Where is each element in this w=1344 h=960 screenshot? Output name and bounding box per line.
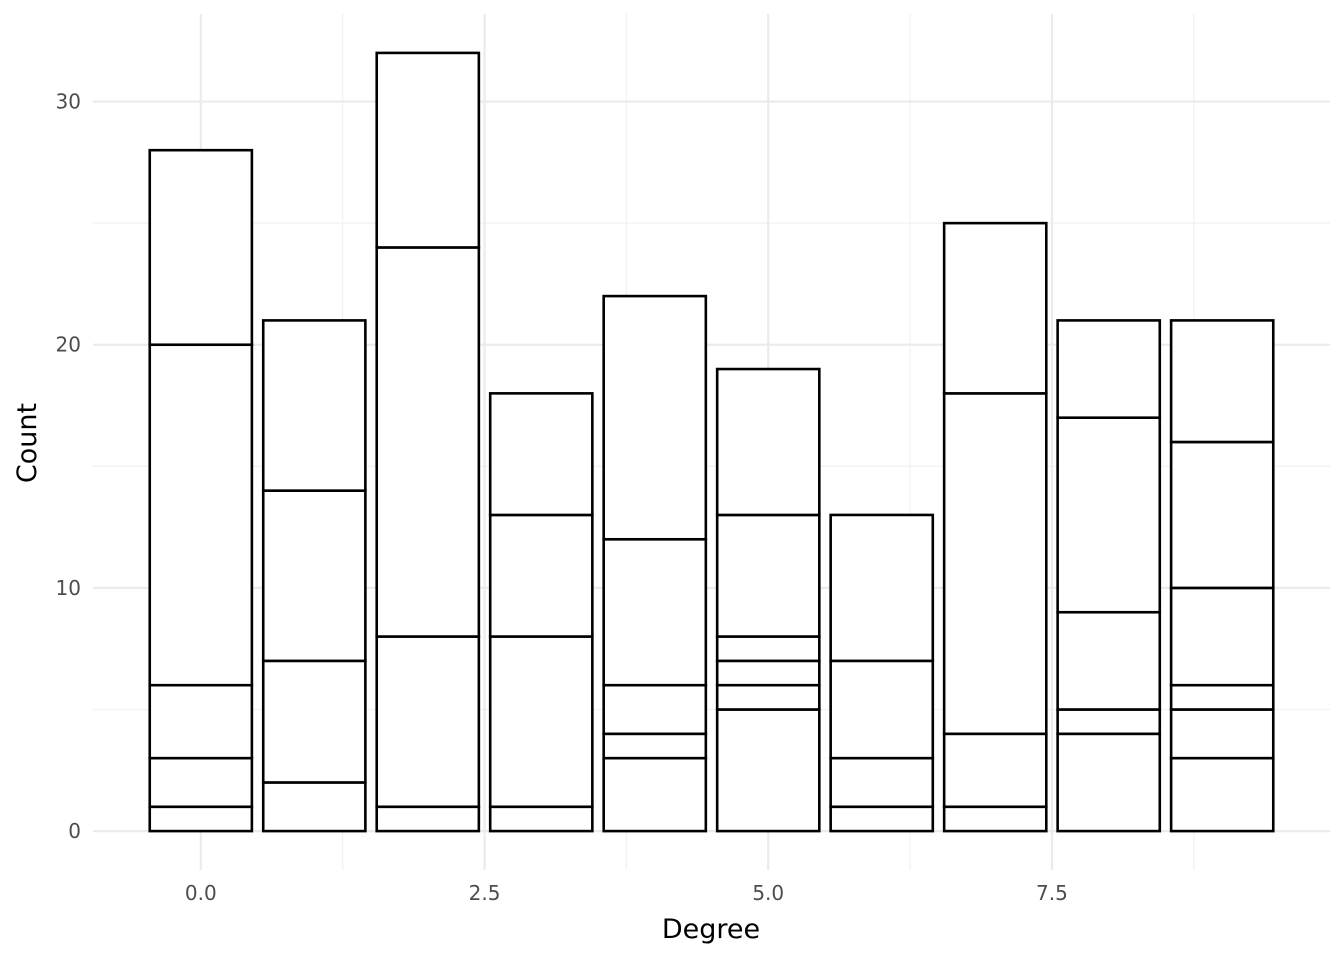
bar-stack — [1056, 319, 1162, 833]
y-tick-label: 0 — [68, 819, 81, 843]
bar-segment — [148, 756, 254, 809]
bar-segment — [375, 635, 481, 809]
bar-segment — [1169, 756, 1275, 833]
bar-segment — [715, 659, 821, 687]
bar-segment — [829, 756, 935, 809]
bar-segment — [942, 221, 1048, 395]
bar-segment — [488, 392, 594, 517]
bar-segment — [375, 805, 481, 833]
bar-segment — [942, 805, 1048, 833]
x-axis-title: Degree — [662, 914, 760, 945]
bar-segment — [261, 319, 367, 492]
bar-segment — [375, 51, 481, 249]
bar-segment — [715, 635, 821, 663]
bar-segment — [1056, 610, 1162, 711]
bar-segment — [1169, 319, 1275, 444]
bar-segment — [1056, 732, 1162, 833]
bar-stack — [1169, 319, 1275, 833]
bar-segment — [602, 732, 708, 760]
bar-segment — [602, 537, 708, 687]
x-tick-label: 7.5 — [1036, 881, 1068, 905]
bar-segment — [715, 683, 821, 711]
y-tick-label: 20 — [56, 333, 81, 357]
bar-segment — [261, 781, 367, 833]
bar-stack — [715, 367, 821, 833]
bar-stack — [488, 392, 594, 833]
bar-segment — [148, 148, 254, 347]
bar-segment — [1056, 319, 1162, 419]
bar-segment — [829, 513, 935, 663]
bar-segment — [715, 708, 821, 833]
bar-stack — [375, 51, 481, 833]
bar-segment — [1169, 683, 1275, 711]
bar-segment — [375, 246, 481, 638]
bar-segment — [942, 392, 1048, 736]
y-tick-label: 30 — [56, 90, 81, 114]
bar-stack — [942, 221, 1048, 833]
bar-segment — [488, 513, 594, 638]
x-tick-label: 0.0 — [185, 881, 217, 905]
tick-labels: 0.0 2.5 5.0 7.5 0 10 20 30 — [56, 90, 1068, 905]
bar-stack — [148, 148, 254, 833]
bar-segment — [488, 635, 594, 809]
bars — [148, 51, 1275, 833]
bar-segment — [261, 659, 367, 784]
bar-segment — [715, 367, 821, 517]
bar-stack — [602, 294, 708, 833]
bar-stack — [829, 513, 935, 833]
bar-segment — [829, 659, 935, 760]
y-axis-title: Count — [12, 403, 43, 483]
bar-segment — [1169, 708, 1275, 760]
bar-segment — [261, 489, 367, 663]
bar-segment — [148, 683, 254, 760]
bar-segment — [829, 805, 935, 833]
bar-segment — [148, 343, 254, 687]
x-tick-label: 2.5 — [469, 881, 501, 905]
bar-segment — [602, 294, 708, 541]
bar-segment — [1056, 708, 1162, 736]
bar-segment — [488, 805, 594, 833]
bar-segment — [602, 756, 708, 833]
bar-segment — [1169, 586, 1275, 687]
bar-segment — [602, 683, 708, 736]
bar-stack — [261, 319, 367, 833]
bar-segment — [942, 732, 1048, 809]
bar-segment — [1056, 416, 1162, 614]
bar-segment — [148, 805, 254, 833]
bar-segment — [1169, 440, 1275, 590]
x-tick-label: 5.0 — [752, 881, 784, 905]
y-tick-label: 10 — [56, 576, 81, 600]
bar-segment — [715, 513, 821, 638]
